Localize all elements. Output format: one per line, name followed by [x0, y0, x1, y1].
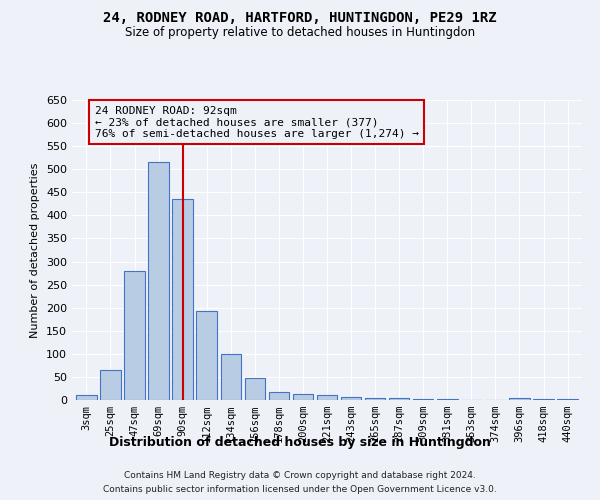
Text: Contains HM Land Registry data © Crown copyright and database right 2024.: Contains HM Land Registry data © Crown c…: [124, 472, 476, 480]
Bar: [389, 398, 409, 400]
Bar: [196, 311, 217, 400]
Bar: [557, 399, 578, 400]
Bar: [437, 399, 458, 400]
Y-axis label: Number of detached properties: Number of detached properties: [31, 162, 40, 338]
Bar: [509, 398, 530, 400]
Bar: [221, 354, 241, 400]
Bar: [293, 394, 313, 400]
Text: 24 RODNEY ROAD: 92sqm
← 23% of detached houses are smaller (377)
76% of semi-det: 24 RODNEY ROAD: 92sqm ← 23% of detached …: [95, 106, 419, 138]
Bar: [269, 392, 289, 400]
Bar: [245, 378, 265, 400]
Text: Size of property relative to detached houses in Huntingdon: Size of property relative to detached ho…: [125, 26, 475, 39]
Bar: [172, 199, 193, 400]
Bar: [124, 271, 145, 400]
Bar: [148, 162, 169, 400]
Text: Contains public sector information licensed under the Open Government Licence v3: Contains public sector information licen…: [103, 486, 497, 494]
Bar: [317, 396, 337, 400]
Bar: [365, 398, 385, 400]
Bar: [341, 397, 361, 400]
Bar: [413, 398, 433, 400]
Bar: [76, 396, 97, 400]
Text: Distribution of detached houses by size in Huntingdon: Distribution of detached houses by size …: [109, 436, 491, 449]
Bar: [533, 399, 554, 400]
Bar: [100, 370, 121, 400]
Text: 24, RODNEY ROAD, HARTFORD, HUNTINGDON, PE29 1RZ: 24, RODNEY ROAD, HARTFORD, HUNTINGDON, P…: [103, 11, 497, 25]
